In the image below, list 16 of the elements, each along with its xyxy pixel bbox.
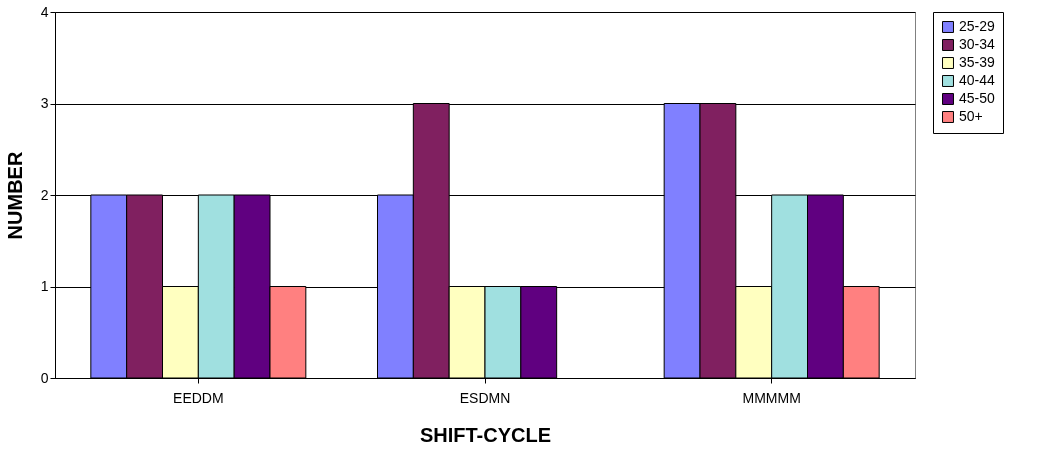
y-axis-title: NUMBER: [3, 151, 26, 240]
legend-label: 50+: [959, 108, 983, 124]
x-tick-label: MMMMM: [742, 389, 801, 406]
y-tick-label: 0: [40, 369, 49, 386]
legend-label: 30-34: [959, 36, 996, 52]
legend-label: 40-44: [959, 72, 996, 88]
x-tick-label: EEDDM: [173, 389, 224, 406]
x-axis-title: SHIFT-CYCLE: [419, 423, 552, 446]
y-tick-label: 3: [40, 95, 49, 111]
x-tick-label: ESDMN: [459, 389, 511, 406]
legend-label: 25-29: [959, 18, 996, 34]
legend-label: 35-39: [959, 54, 996, 70]
y-tick-label: 2: [40, 186, 49, 203]
legend-label: 45-50: [959, 90, 996, 106]
y-tick-label: 1: [40, 278, 49, 294]
y-tick-label: 4: [40, 3, 49, 20]
